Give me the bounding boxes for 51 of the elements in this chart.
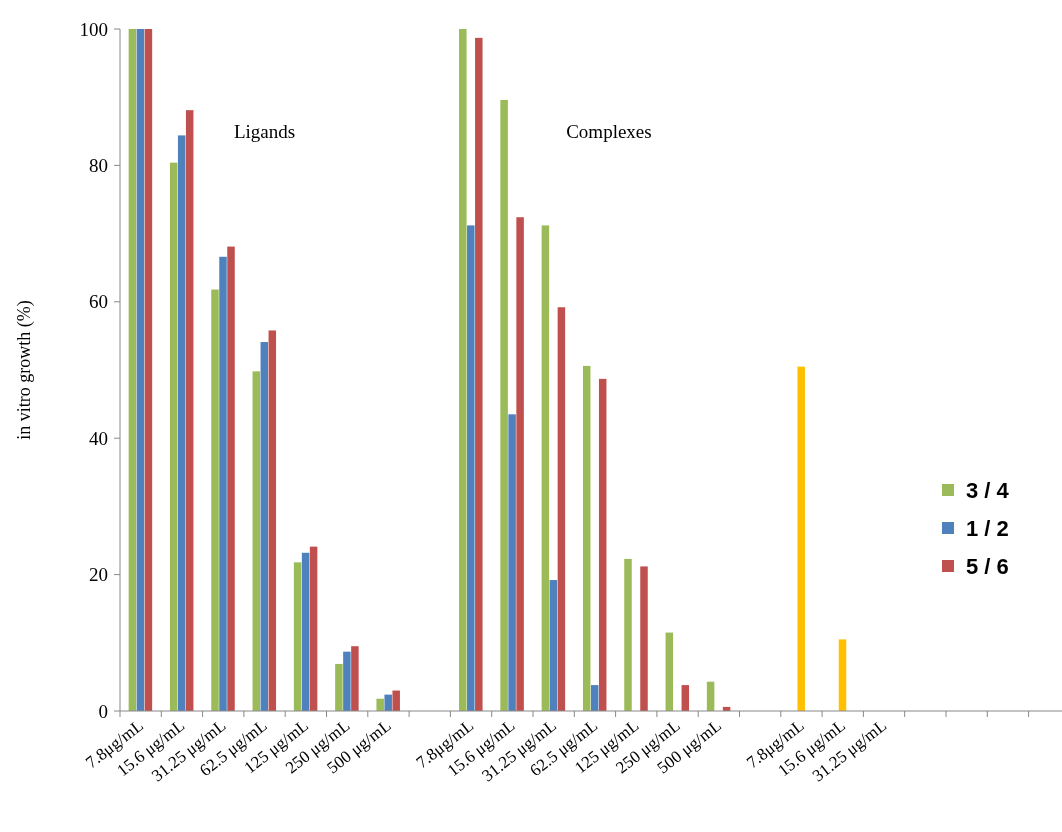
bar — [268, 330, 277, 711]
bar — [227, 246, 235, 711]
bar — [838, 639, 847, 711]
bar — [144, 29, 153, 711]
bar — [681, 685, 690, 711]
bar — [590, 685, 599, 711]
y-tick-label: 20 — [89, 564, 108, 586]
bar — [177, 135, 186, 711]
y-axis-title: in vitro growth (%) — [14, 300, 35, 440]
bar — [293, 562, 302, 711]
bar — [309, 546, 318, 711]
bar — [260, 342, 269, 711]
annotation: Ligands — [233, 121, 296, 143]
bar — [219, 256, 227, 711]
y-tick-label: 40 — [89, 427, 108, 449]
legend-label: 3 / 4 — [966, 477, 1010, 503]
y-tick-label: 0 — [98, 700, 108, 722]
bar — [376, 698, 384, 711]
bar — [508, 414, 516, 711]
bar — [541, 225, 550, 711]
bar — [185, 110, 194, 711]
bar — [335, 663, 343, 711]
bar — [301, 552, 310, 711]
bar — [516, 217, 524, 711]
bar — [392, 690, 400, 711]
y-tick-label: 100 — [79, 18, 108, 40]
bar — [582, 365, 591, 711]
legend-label: 1 / 2 — [966, 515, 1009, 541]
bar — [475, 37, 483, 711]
bar — [797, 366, 805, 711]
bar — [467, 225, 475, 711]
bar — [557, 307, 566, 711]
bar — [624, 558, 632, 711]
bar — [500, 99, 508, 711]
bar — [169, 162, 178, 711]
bar — [640, 566, 648, 711]
bar — [665, 632, 674, 711]
bar — [549, 580, 558, 711]
y-tick-label: 60 — [89, 291, 108, 313]
bar — [459, 29, 467, 711]
legend-label: 5 / 6 — [966, 553, 1009, 579]
bar — [211, 289, 219, 711]
bar — [351, 646, 359, 711]
annotation: Complexes — [566, 121, 652, 143]
bar — [252, 371, 261, 711]
bar — [128, 29, 137, 711]
y-tick-label: 80 — [89, 155, 108, 177]
bar — [384, 694, 392, 711]
bar — [343, 651, 351, 711]
bar — [136, 29, 145, 711]
bar — [598, 378, 607, 711]
